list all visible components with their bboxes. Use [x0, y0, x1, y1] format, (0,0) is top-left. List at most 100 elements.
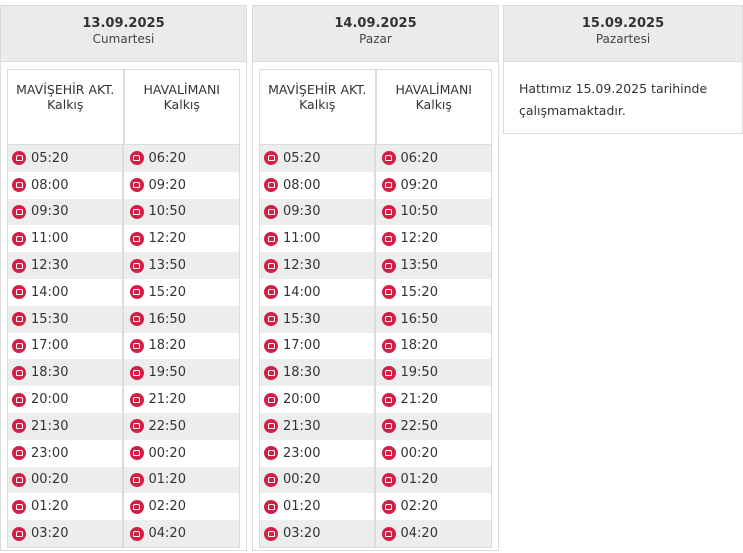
departure-time-havalimani: 10:50 — [121, 198, 240, 226]
time-label: 17:00 — [283, 338, 321, 354]
bus-icon — [12, 365, 26, 380]
bus-icon — [381, 499, 396, 514]
table-row: 23:00 00:20 — [260, 439, 492, 467]
bus-icon — [264, 392, 278, 407]
bus-icon — [12, 258, 26, 273]
bus-icon — [381, 472, 396, 487]
bus-icon — [381, 419, 396, 434]
time-label: 14:00 — [31, 284, 69, 300]
bus-icon — [12, 338, 26, 353]
departure-time-mavisehir: 17:00 — [8, 333, 122, 360]
time-label: 17:00 — [31, 338, 69, 354]
time-label: 18:20 — [148, 338, 186, 354]
time-label: 20:00 — [283, 392, 321, 408]
time-label: 06:20 — [400, 150, 438, 166]
departure-time-mavisehir: 20:00 — [260, 386, 374, 413]
bus-icon — [264, 151, 278, 166]
bus-icon — [129, 526, 144, 541]
time-label: 00:20 — [148, 445, 186, 461]
departure-time-havalimani: 06:20 — [373, 145, 492, 172]
bus-icon — [381, 446, 396, 461]
table-row: 14:00 15:20 — [260, 278, 492, 306]
bus-icon — [264, 338, 278, 353]
time-label: 06:20 — [148, 150, 186, 166]
bus-icon — [264, 365, 278, 380]
departure-time-havalimani: 22:50 — [121, 412, 240, 440]
time-label: 08:00 — [31, 177, 69, 193]
time-label: 13:50 — [148, 258, 186, 274]
time-label: 21:20 — [400, 392, 438, 408]
day-date: 15.09.2025 — [581, 16, 665, 31]
day-header: 15.09.2025 Pazartesi — [504, 6, 742, 62]
departure-time-havalimani: 12:20 — [373, 225, 492, 253]
departure-time-havalimani: 09:20 — [121, 171, 240, 199]
bus-icon — [12, 472, 26, 487]
departure-time-havalimani: 13:50 — [373, 252, 492, 279]
table-row: 01:20 02:20 — [8, 493, 239, 521]
table-row: 23:00 00:20 — [8, 439, 240, 467]
time-label: 21:30 — [31, 418, 69, 434]
table-row: 11:00 12:20 — [8, 225, 239, 253]
time-label: 14:00 — [283, 284, 321, 300]
time-label: 10:50 — [148, 204, 186, 220]
bus-icon — [129, 312, 144, 327]
time-label: 18:30 — [283, 365, 321, 381]
table-row: 20:00 21:20 — [260, 386, 491, 413]
departure-time-mavisehir: 18:30 — [260, 359, 374, 386]
time-label: 21:20 — [148, 392, 186, 408]
bus-icon — [129, 151, 144, 166]
bus-icon — [381, 151, 396, 166]
departure-time-mavisehir: 17:00 — [260, 333, 374, 360]
time-label: 00:20 — [400, 445, 438, 461]
bus-icon — [264, 178, 278, 193]
time-label: 22:50 — [148, 418, 186, 434]
departure-time-havalimani: 00:20 — [373, 439, 492, 467]
table-row: 21:30 22:50 — [260, 412, 491, 440]
time-label: 03:20 — [31, 526, 69, 542]
departure-time-havalimani: 06:20 — [121, 145, 240, 172]
time-label: 23:00 — [283, 445, 321, 461]
time-label: 23:00 — [31, 445, 69, 461]
bus-icon — [12, 446, 26, 461]
departure-time-havalimani: 18:20 — [121, 332, 240, 360]
bus-icon — [264, 472, 278, 487]
departure-time-mavisehir: 08:00 — [260, 172, 374, 199]
bus-icon — [381, 392, 396, 407]
departure-time-havalimani: 19:50 — [373, 359, 492, 387]
table-row: 08:00 09:20 — [260, 171, 491, 199]
bus-icon — [381, 365, 396, 380]
bus-icon — [381, 258, 396, 273]
table-row: 14:00 15:20 — [8, 278, 239, 306]
departure-time-mavisehir: 09:30 — [260, 199, 374, 226]
departure-time-mavisehir: 21:30 — [260, 413, 374, 440]
table-row: 03:20 04:20 — [260, 520, 491, 547]
departure-time-havalimani: 01:20 — [121, 466, 240, 494]
day-weekday: Pazar — [359, 32, 392, 46]
bus-icon — [381, 178, 396, 193]
time-label: 12:20 — [400, 231, 438, 247]
time-label: 05:20 — [283, 150, 321, 166]
time-label: 01:20 — [31, 499, 69, 515]
departure-time-havalimani: 15:20 — [373, 278, 492, 306]
time-label: 15:30 — [31, 311, 69, 327]
column-header-mavisehir: MAVİŞEHİR AKT. Kalkış — [16, 82, 115, 112]
departure-time-havalimani: 04:20 — [373, 520, 492, 547]
departure-time-havalimani: 04:20 — [121, 520, 240, 547]
departure-time-havalimani: 00:20 — [121, 439, 240, 467]
day-date: 13.09.2025 — [82, 16, 165, 31]
departure-time-mavisehir: 03:20 — [260, 520, 374, 547]
table-row: 05:20 06:20 — [260, 145, 491, 172]
table-row: 18:30 19:50 — [8, 359, 239, 387]
departure-time-mavisehir: 00:20 — [260, 467, 374, 494]
bus-icon — [12, 392, 26, 407]
departure-time-mavisehir: 14:00 — [8, 279, 122, 306]
time-label: 19:50 — [148, 365, 186, 381]
bus-icon — [264, 526, 278, 541]
departure-time-mavisehir: 15:30 — [260, 306, 374, 333]
table-row: 21:30 22:50 — [8, 412, 240, 440]
bus-icon — [129, 472, 144, 487]
time-label: 22:50 — [400, 418, 438, 434]
bus-icon — [264, 231, 278, 246]
bus-icon — [381, 312, 396, 327]
departure-time-mavisehir: 09:30 — [8, 199, 122, 226]
